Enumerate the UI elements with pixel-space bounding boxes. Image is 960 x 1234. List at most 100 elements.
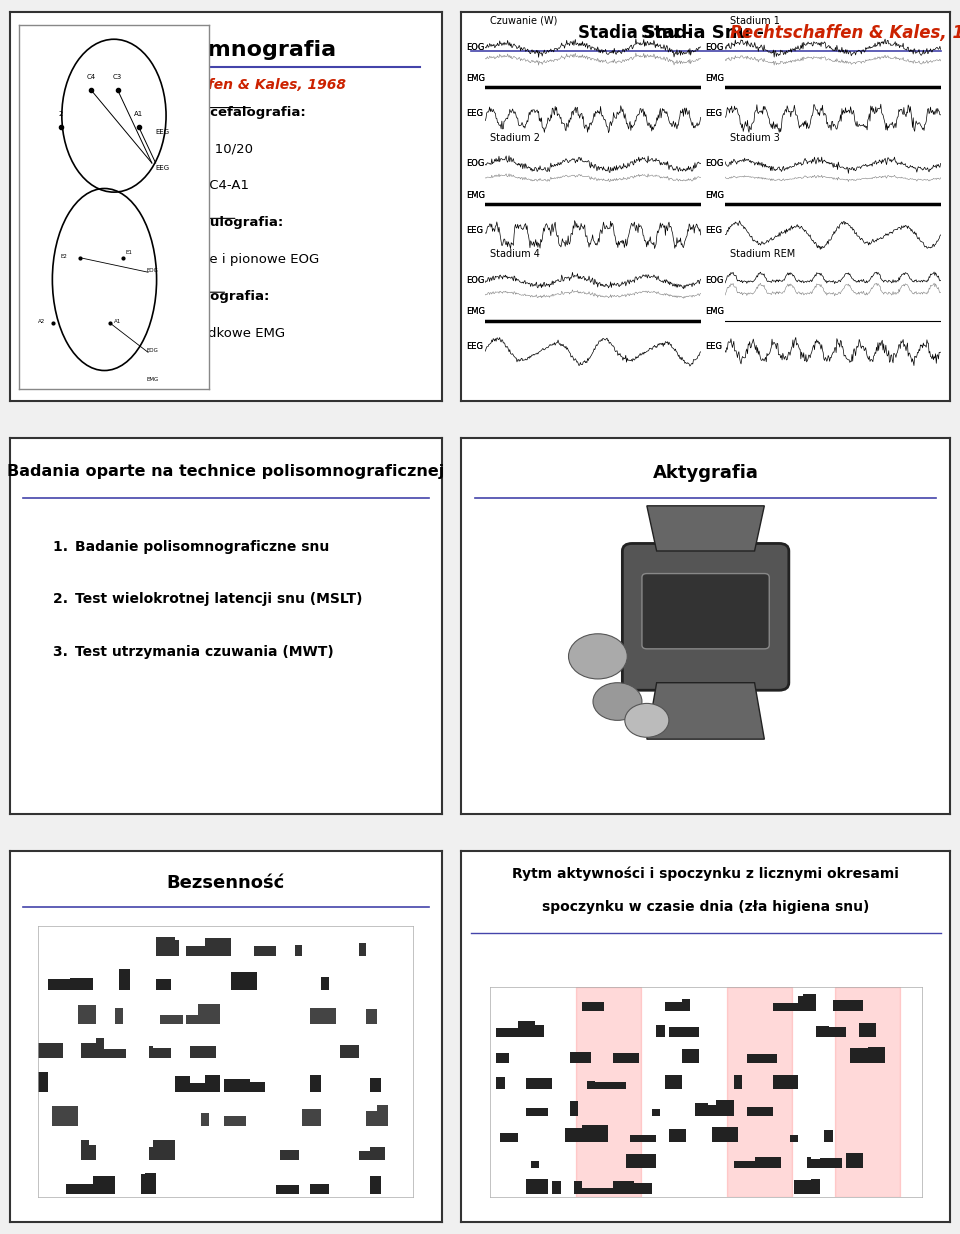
Bar: [208, 1004, 212, 1024]
Bar: [535, 1025, 540, 1037]
Bar: [635, 1183, 638, 1195]
Bar: [62, 979, 66, 990]
Bar: [626, 1181, 630, 1195]
Bar: [276, 1186, 280, 1193]
Bar: [621, 1053, 626, 1064]
Text: EEG: EEG: [466, 226, 483, 234]
Bar: [604, 1187, 609, 1195]
Bar: [716, 1099, 721, 1116]
Bar: [686, 1049, 690, 1064]
Bar: [612, 1181, 617, 1195]
Bar: [756, 1055, 759, 1064]
Bar: [652, 1135, 656, 1141]
Bar: [807, 1156, 811, 1169]
Bar: [119, 1049, 123, 1058]
Bar: [583, 1125, 587, 1141]
Bar: [686, 1028, 690, 1037]
Bar: [205, 1075, 208, 1092]
Text: System 10/20: System 10/20: [160, 143, 252, 155]
Bar: [74, 1183, 78, 1193]
Bar: [190, 1083, 194, 1092]
Bar: [846, 1154, 851, 1169]
Bar: [807, 1180, 811, 1195]
Bar: [291, 1186, 295, 1193]
Bar: [552, 1181, 557, 1195]
Bar: [115, 1008, 119, 1024]
Bar: [253, 972, 257, 990]
Bar: [548, 1079, 552, 1090]
Bar: [164, 980, 168, 990]
Bar: [287, 1186, 291, 1193]
Bar: [514, 1133, 517, 1141]
Bar: [686, 1000, 690, 1011]
Bar: [781, 1003, 785, 1011]
Bar: [764, 1157, 768, 1169]
Bar: [318, 1108, 321, 1125]
Text: EOG: EOG: [706, 276, 724, 285]
Bar: [314, 1008, 318, 1024]
Bar: [591, 1002, 595, 1011]
Bar: [149, 1148, 153, 1160]
Bar: [202, 1046, 205, 1058]
Bar: [712, 1104, 716, 1116]
Bar: [531, 1021, 535, 1037]
Bar: [730, 1127, 733, 1141]
Bar: [164, 937, 168, 956]
Bar: [243, 1080, 246, 1092]
Text: EMG: EMG: [706, 190, 725, 200]
Bar: [306, 1108, 310, 1125]
Bar: [643, 1154, 647, 1169]
Bar: [785, 1003, 790, 1011]
Bar: [78, 1006, 82, 1024]
Bar: [604, 1125, 609, 1141]
Bar: [764, 1055, 768, 1064]
Bar: [704, 1103, 708, 1116]
Bar: [695, 1103, 699, 1116]
Bar: [673, 1028, 678, 1037]
Text: Elektrookulografia:: Elektrookulografia:: [139, 216, 284, 230]
Bar: [626, 1053, 630, 1064]
Text: EOG: EOG: [706, 159, 724, 168]
Bar: [283, 1186, 287, 1193]
Text: EOG: EOG: [466, 43, 484, 52]
Bar: [500, 1077, 505, 1090]
Bar: [690, 1049, 695, 1064]
Bar: [171, 1140, 175, 1160]
Bar: [96, 1038, 100, 1058]
Bar: [52, 1043, 56, 1058]
Text: podbródkowe EMG: podbródkowe EMG: [160, 327, 285, 341]
Text: Stadium 1: Stadium 1: [730, 16, 780, 26]
Text: Rechtschaffen & Kales, 1968: Rechtschaffen & Kales, 1968: [730, 23, 960, 42]
Bar: [816, 1159, 820, 1169]
Bar: [531, 1180, 535, 1195]
Bar: [505, 1133, 509, 1141]
Bar: [626, 1154, 630, 1169]
Bar: [89, 1006, 93, 1024]
Bar: [496, 1053, 500, 1064]
Bar: [678, 1028, 682, 1037]
Bar: [609, 1082, 612, 1090]
Bar: [643, 1183, 647, 1195]
Bar: [257, 946, 261, 956]
Bar: [543, 1180, 548, 1195]
Bar: [373, 1009, 377, 1024]
Bar: [160, 980, 164, 990]
Bar: [526, 1108, 531, 1116]
Bar: [212, 1046, 216, 1058]
Bar: [647, 1154, 652, 1169]
Bar: [70, 1183, 74, 1193]
Bar: [123, 969, 127, 990]
Bar: [595, 1187, 600, 1195]
Bar: [643, 1135, 647, 1141]
Bar: [119, 969, 123, 990]
Bar: [828, 1159, 833, 1169]
Bar: [235, 1080, 239, 1092]
Bar: [168, 1140, 171, 1160]
Bar: [194, 1046, 198, 1058]
Bar: [93, 1145, 96, 1160]
Bar: [854, 1000, 859, 1011]
Bar: [828, 1129, 833, 1141]
Bar: [119, 1008, 123, 1024]
Bar: [811, 1159, 816, 1169]
Bar: [751, 1161, 756, 1169]
